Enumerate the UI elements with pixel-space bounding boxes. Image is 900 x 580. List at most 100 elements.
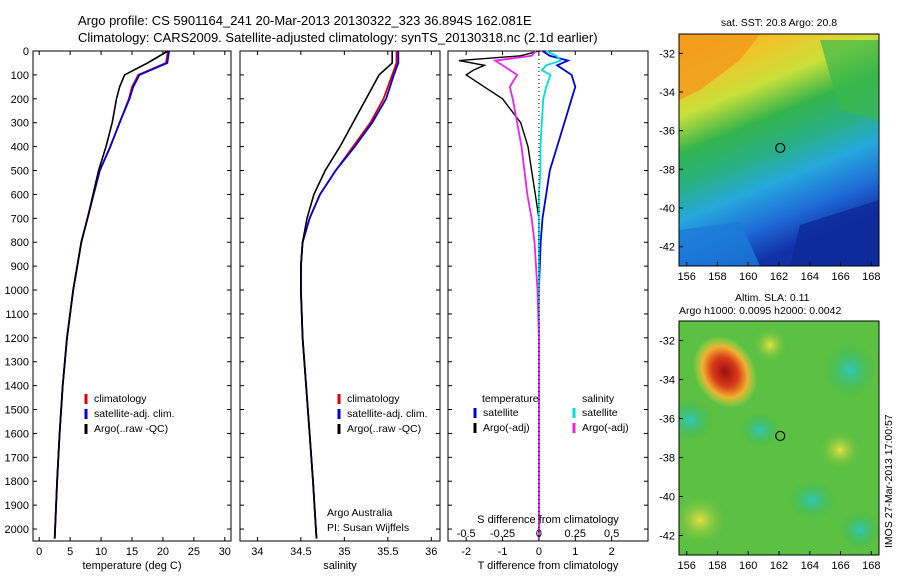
y-tick-label: 300 [11, 118, 29, 130]
sla-map-axes: 156 158 160 162 164 166 168 -32 -34 -36 -38 -40 -42 [659, 336, 880, 573]
x-tick-label: 0 [36, 546, 42, 558]
x-tick-label: 0 [536, 546, 542, 558]
map-y-tick-label: -38 [659, 453, 675, 465]
x-tick-label: 35 [338, 546, 350, 558]
legend-label: satellite-adj. clim. [94, 408, 175, 420]
sst-field [679, 34, 879, 266]
sla-map-subtitle: Argo h1000: 0.0095 h2000: 0.0042 [679, 305, 841, 317]
y-tick-label: 1400 [5, 381, 29, 393]
x-tick-label: 34 [251, 546, 263, 558]
sla-field [679, 321, 879, 555]
temperature-panel: 0 5 10 15 20 25 300100200300400500600700800900… [5, 46, 232, 572]
series-line-sal-argo [492, 50, 540, 539]
sla-map-title: Altim. SLA: 0.11 [735, 292, 810, 304]
y-tick-label: 700 [11, 213, 29, 225]
map-x-tick-label: 168 [862, 560, 880, 572]
sla-map: Altim. SLA: 0.11 Argo h1000: 0.0095 h200… [659, 292, 880, 572]
y-tick-label: 2000 [5, 524, 29, 536]
x-tick-label: -2 [461, 546, 471, 558]
argo-location-marker [775, 142, 786, 154]
x-tick-label: 30 [219, 546, 231, 558]
y-tick-label: 1600 [5, 428, 29, 440]
map-y-tick-label: -40 [659, 492, 675, 504]
map-x-tick-label: 160 [739, 560, 757, 572]
map-y-tick-label: -32 [659, 48, 675, 60]
y-tick-label: 800 [11, 237, 29, 249]
sst-map-title: sat. SST: 20.8 Argo: 20.8 [721, 17, 837, 29]
map-x-tick-label: 158 [708, 560, 726, 572]
series-line-satellite [299, 51, 400, 539]
x-axis-label: T difference from climatology [478, 560, 619, 572]
series-line-sal-satellite [538, 50, 563, 539]
map-y-tick-label: -40 [659, 203, 675, 215]
map-x-tick-label: 162 [770, 560, 788, 572]
legend-label: climatology [94, 393, 147, 405]
y-tick-label: 1100 [5, 309, 29, 321]
map-y-tick-label: -32 [659, 336, 675, 348]
x-tick-label: 10 [95, 546, 107, 558]
title-line-1: Argo profile: CS 5901164_241 20-Mar-2013… [78, 13, 532, 28]
map-x-tick-label: 162 [770, 271, 788, 283]
title-line-2: Climatology: CARS2009. Satellite-adjuste… [78, 30, 598, 45]
map-x-tick-label: 158 [708, 271, 726, 283]
series-line-climatology [299, 51, 398, 539]
x-tick-label: 5 [67, 546, 73, 558]
legend-label: climatology [347, 393, 400, 405]
y-tick-label: 1300 [5, 357, 29, 369]
top-axis-tick-label: -0.25 [490, 528, 515, 540]
series-line-argo [300, 51, 394, 539]
x-tick-label: 15 [126, 546, 138, 558]
salinity-panel: 34 34.5 35 35.5 36 salinity climatology satelli… [239, 50, 441, 572]
y-tick-label: 0 [23, 46, 29, 58]
map-x-tick-label: 156 [678, 271, 696, 283]
y-tick-label: 900 [11, 261, 29, 273]
y-tick-label: 1200 [5, 333, 29, 345]
x-tick-label: 34.5 [290, 546, 311, 558]
y-tick-label: 1700 [5, 452, 29, 464]
map-y-tick-label: -38 [659, 164, 675, 176]
argo-location-marker [775, 430, 786, 442]
y-tick-label: 1900 [5, 500, 29, 512]
map-y-tick-label: -34 [659, 87, 675, 99]
top-axis-tick-label: -0.5 [457, 528, 476, 540]
x-tick-label: 35.5 [377, 546, 398, 558]
y-tick-label: 400 [11, 142, 29, 154]
legend-label: satellite [483, 407, 519, 419]
map-x-tick-label: 156 [678, 560, 696, 572]
plot-frame [447, 50, 649, 542]
top-axis-label: S difference from climatology [477, 514, 619, 526]
legend-header-temperature: temperature [482, 393, 539, 405]
x-tick-label: 20 [157, 546, 169, 558]
sst-map-axes: 156 158 160 162 164 166 168 -32 -34 -36 -38 -40 -42 [659, 48, 880, 283]
legend-label: satellite-adj. clim. [347, 408, 428, 420]
map-x-tick-label: 164 [801, 560, 819, 572]
plot-frame [239, 50, 441, 542]
y-tick-label: 100 [11, 70, 29, 82]
y-tick-label: 600 [11, 189, 29, 201]
legend-label: Argo(..raw -QC) [94, 423, 168, 435]
map-y-tick-label: -34 [659, 375, 675, 387]
legend-label: Argo(-adj) [582, 422, 629, 434]
sst-map: sat. SST: 20.8 Argo: 20.8 156 158 160 162 16… [659, 17, 880, 283]
series-line-argo [53, 50, 169, 539]
y-tick-label: 1500 [5, 405, 29, 417]
series-line-temp-argo [458, 50, 540, 539]
legend-header-salinity: salinity [582, 393, 615, 405]
credit-line-2: PI: Susan Wijffels [327, 522, 409, 534]
map-x-tick-label: 166 [831, 560, 849, 572]
map-y-tick-label: -42 [659, 531, 675, 543]
map-y-tick-label: -36 [659, 126, 675, 138]
map-x-tick-label: 164 [801, 271, 819, 283]
x-tick-label: 1 [572, 546, 578, 558]
x-tick-label: 25 [188, 546, 200, 558]
map-x-tick-label: 168 [862, 271, 880, 283]
x-tick-label: 2 [609, 546, 615, 558]
map-x-tick-label: 166 [831, 271, 849, 283]
y-tick-label: 1800 [5, 476, 29, 488]
legend-label: Argo(-adj) [483, 422, 530, 434]
top-axis-tick-label: 0.25 [565, 528, 586, 540]
top-axis-tick-label: 0.5 [604, 528, 619, 540]
map-y-tick-label: -42 [659, 242, 675, 254]
map-x-tick-label: 160 [739, 271, 757, 283]
